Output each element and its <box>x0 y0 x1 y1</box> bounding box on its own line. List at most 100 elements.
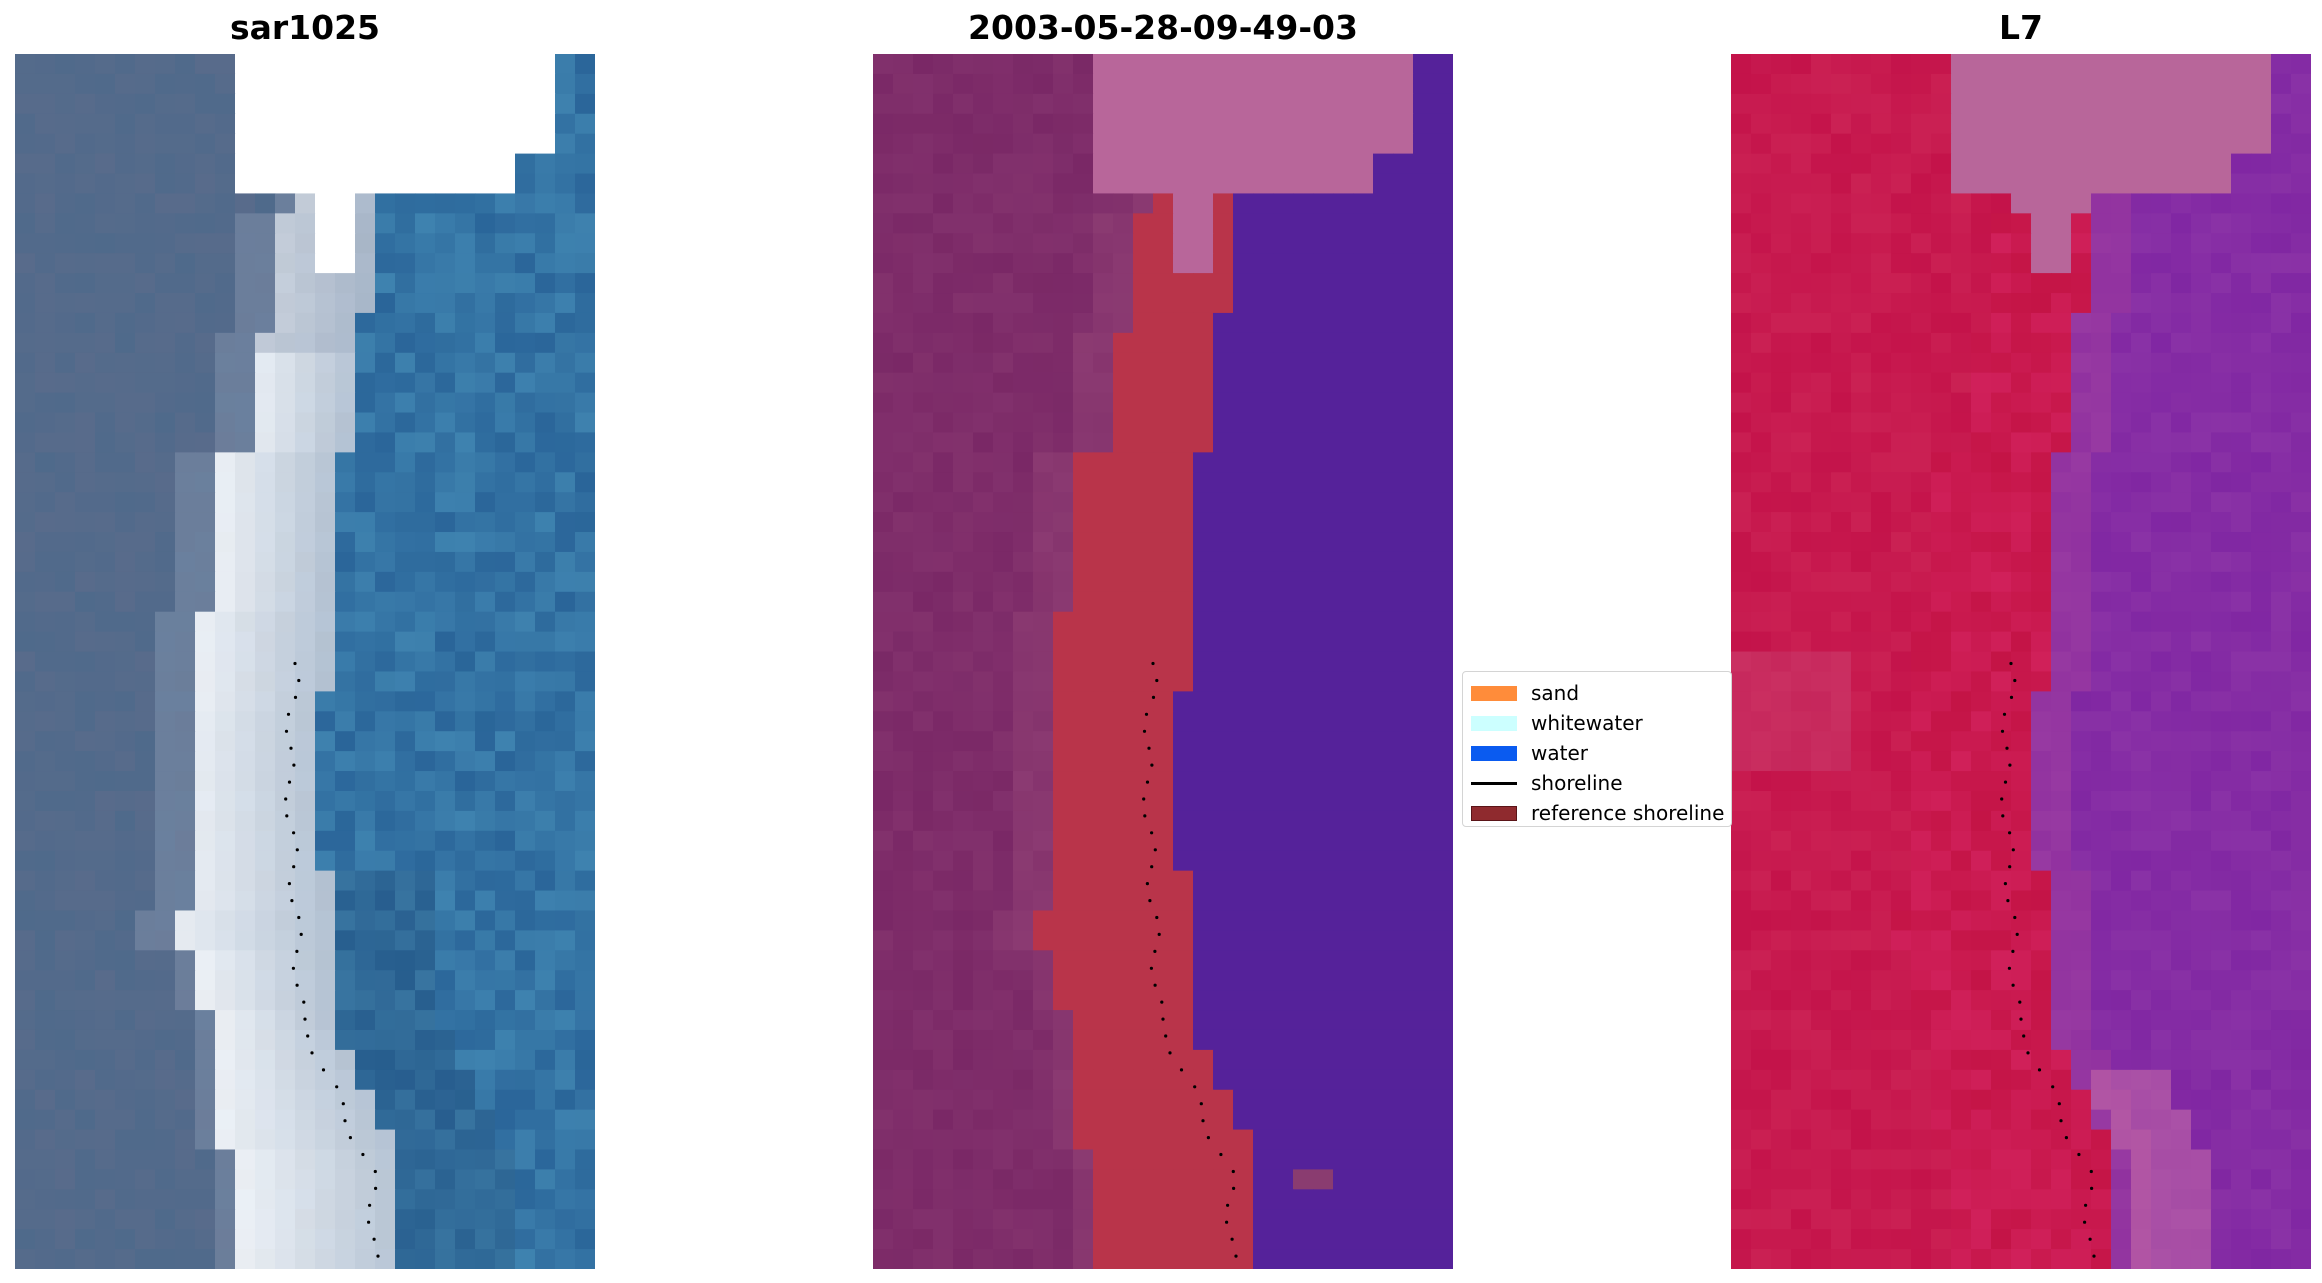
index-pixel <box>1751 890 1772 912</box>
class-pixel <box>1373 213 1394 234</box>
class-pixel <box>973 910 994 931</box>
class-pixel <box>1413 870 1434 892</box>
shoreline-point <box>1234 1254 1238 1258</box>
index-pixel <box>1991 950 2012 971</box>
rgb-pixel <box>55 930 76 951</box>
class-pixel <box>1373 611 1394 633</box>
rgb-pixel <box>255 173 276 195</box>
index-pixel <box>2171 133 2192 155</box>
rgb-pixel <box>195 990 216 1011</box>
class-pixel <box>1173 133 1194 155</box>
index-pixel <box>1871 671 1892 692</box>
rgb-pixel <box>515 1249 536 1269</box>
index-pixel <box>1871 751 1892 772</box>
class-pixel <box>953 1149 974 1171</box>
index-pixel <box>2151 651 2172 673</box>
rgb-pixel <box>435 631 456 653</box>
rgb-pixel <box>235 532 256 553</box>
class-pixel <box>1013 293 1034 314</box>
index-pixel <box>1751 512 1772 533</box>
class-pixel <box>1173 54 1194 75</box>
class-pixel <box>993 113 1014 135</box>
class-pixel <box>1113 1209 1134 1230</box>
class-pixel <box>1033 990 1054 1011</box>
class-pixel <box>1053 751 1074 772</box>
rgb-pixel <box>175 631 196 653</box>
class-pixel <box>1233 830 1254 852</box>
class-pixel <box>1433 1010 1453 1031</box>
class-pixel <box>973 950 994 971</box>
class-pixel <box>1153 73 1174 95</box>
rgb-pixel <box>515 432 536 453</box>
index-pixel <box>1851 213 1872 234</box>
rgb-pixel <box>35 810 56 832</box>
rgb-pixel <box>235 312 256 334</box>
index-pixel <box>1911 870 1932 892</box>
class-pixel <box>1333 1209 1354 1230</box>
index-pixel <box>1731 571 1752 593</box>
class-pixel <box>1313 651 1334 673</box>
rgb-pixel <box>575 173 595 195</box>
class-pixel <box>1053 790 1074 812</box>
class-pixel <box>1173 990 1194 1011</box>
rgb-pixel <box>415 1189 436 1210</box>
class-pixel <box>1193 611 1214 633</box>
class-pixel <box>873 1149 894 1171</box>
rgb-pixel <box>95 1169 116 1190</box>
rgb-pixel <box>255 1010 276 1031</box>
rgb-pixel <box>115 133 136 155</box>
class-pixel <box>1073 810 1094 832</box>
index-pixel <box>2071 731 2092 752</box>
index-pixel <box>2171 631 2192 653</box>
class-pixel <box>1073 551 1094 573</box>
class-pixel <box>1153 512 1174 533</box>
index-pixel <box>1891 990 1912 1011</box>
index-pixel <box>2271 253 2292 274</box>
class-pixel <box>893 392 914 414</box>
rgb-pixel <box>175 153 196 175</box>
rgb-pixel <box>55 771 76 792</box>
index-pixel <box>2191 113 2212 135</box>
rgb-pixel <box>35 950 56 971</box>
class-pixel <box>1293 1149 1314 1171</box>
index-pixel <box>2171 233 2192 254</box>
index-pixel <box>1851 930 1872 951</box>
rgb-pixel <box>335 890 356 912</box>
index-pixel <box>1931 591 1952 613</box>
rgb-pixel <box>135 810 156 832</box>
rgb-pixel <box>75 492 96 513</box>
class-pixel <box>1413 352 1434 374</box>
rgb-pixel <box>455 173 476 195</box>
index-pixel <box>1751 372 1772 394</box>
class-pixel <box>1193 711 1214 732</box>
rgb-pixel <box>515 990 536 1011</box>
index-pixel <box>1771 711 1792 732</box>
class-pixel <box>1153 213 1174 234</box>
index-pixel <box>2031 990 2052 1011</box>
rgb-pixel <box>555 651 576 673</box>
rgb-pixel <box>515 412 536 434</box>
index-pixel <box>1831 751 1852 772</box>
class-pixel <box>1213 273 1234 294</box>
class-pixel <box>1413 651 1434 673</box>
rgb-pixel <box>495 850 516 872</box>
index-pixel <box>2031 731 2052 752</box>
class-pixel <box>1313 1149 1334 1171</box>
index-pixel <box>2191 193 2212 214</box>
rgb-pixel <box>415 1129 436 1151</box>
class-pixel <box>1373 731 1394 752</box>
index-pixel <box>2231 970 2252 991</box>
index-pixel <box>2171 830 2192 852</box>
class-pixel <box>1413 571 1434 593</box>
index-pixel <box>2051 711 2072 732</box>
rgb-pixel <box>375 273 396 294</box>
class-pixel <box>913 910 934 931</box>
rgb-pixel <box>375 332 396 354</box>
class-pixel <box>893 253 914 274</box>
class-pixel <box>1273 273 1294 294</box>
index-pixel <box>2211 691 2232 712</box>
index-pixel <box>2071 611 2092 633</box>
index-pixel <box>2251 830 2272 852</box>
class-pixel <box>1313 790 1334 812</box>
class-pixel <box>973 1149 994 1171</box>
